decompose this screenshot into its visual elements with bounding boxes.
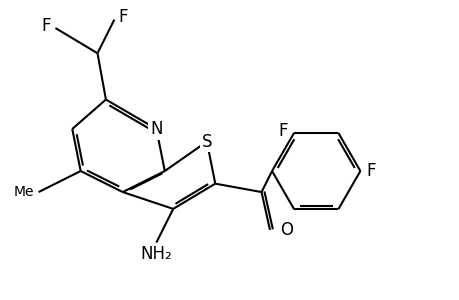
- Text: S: S: [201, 133, 212, 151]
- Text: F: F: [366, 162, 375, 180]
- Text: F: F: [278, 122, 287, 140]
- Text: F: F: [42, 17, 51, 35]
- Text: O: O: [280, 221, 293, 239]
- Text: F: F: [118, 8, 128, 26]
- Text: NH₂: NH₂: [140, 244, 172, 262]
- Text: Me: Me: [14, 185, 34, 199]
- Text: N: N: [150, 120, 162, 138]
